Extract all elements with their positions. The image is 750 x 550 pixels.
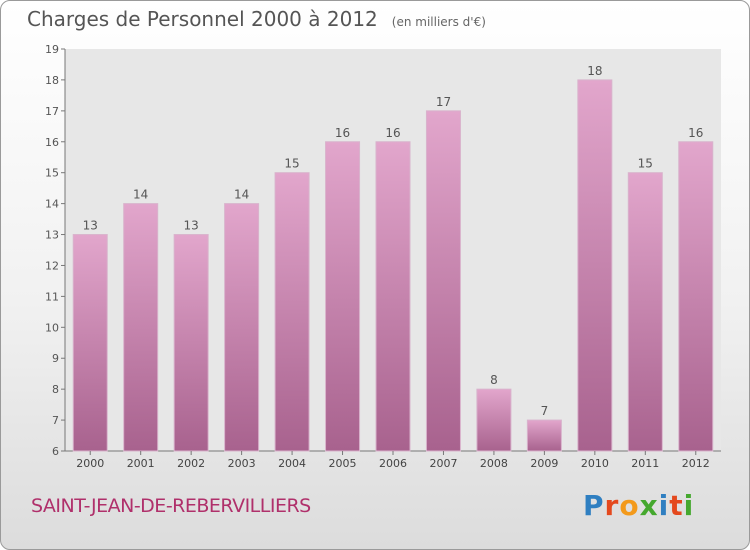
x-tick-label: 2006 [379, 457, 407, 470]
x-tick-label: 2001 [127, 457, 155, 470]
bar-2005 [325, 141, 361, 452]
x-tick-label: 2000 [76, 457, 104, 470]
x-tick-label: 2003 [228, 457, 256, 470]
x-tick-label: 2011 [631, 457, 659, 470]
bar-2000 [72, 234, 108, 452]
bar-value-label: 13 [83, 219, 98, 233]
chart-title: Charges de Personnel 2000 à 2012 (en mill… [27, 7, 486, 31]
y-tick-label: 11 [45, 290, 59, 303]
bar-value-label: 18 [587, 64, 602, 78]
y-tick-label: 13 [45, 229, 59, 242]
y-tick-label: 17 [45, 105, 59, 118]
bar-value-label: 15 [638, 157, 653, 171]
logo-letter: x [639, 489, 659, 522]
x-tick-label: 2004 [278, 457, 306, 470]
y-tick-label: 15 [45, 167, 59, 180]
bar-2010 [577, 79, 613, 452]
proxiti-logo: Proxiti [583, 489, 694, 522]
x-tick-label: 2002 [177, 457, 205, 470]
y-tick-label: 18 [45, 74, 59, 87]
bar-2001 [123, 203, 159, 452]
bar-value-label: 17 [436, 95, 451, 109]
y-tick-label: 10 [45, 321, 59, 334]
title-text: Charges de Personnel 2000 à 2012 [27, 7, 378, 31]
y-tick-label: 14 [45, 198, 59, 211]
bar-2008 [476, 388, 512, 452]
bar-2003 [224, 203, 260, 452]
logo-letter: P [583, 489, 605, 522]
x-tick-label: 2009 [530, 457, 558, 470]
x-tick-label: 2010 [581, 457, 609, 470]
bar-2002 [173, 234, 209, 452]
bar-value-label: 14 [234, 188, 249, 202]
logo-letter: i [658, 489, 670, 522]
logo-letter: i [683, 489, 695, 522]
y-tick-label: 9 [52, 352, 59, 365]
y-tick-label: 12 [45, 259, 59, 272]
bar-2006 [375, 141, 411, 452]
bar-value-label: 16 [335, 126, 350, 140]
logo-letter: o [619, 489, 640, 522]
y-tick-label: 16 [45, 136, 59, 149]
city-name: SAINT-JEAN-DE-REBERVILLIERS [31, 495, 311, 517]
bar-2009 [526, 419, 562, 452]
bar-value-label: 15 [284, 157, 299, 171]
bar-value-label: 16 [385, 126, 400, 140]
bar-value-label: 16 [688, 126, 703, 140]
bar-2004 [274, 172, 310, 452]
y-tick-label: 8 [52, 383, 59, 396]
bar-2012 [678, 141, 714, 452]
bar-value-label: 7 [541, 404, 549, 418]
bar-2007 [425, 110, 461, 452]
title-unit: (en milliers d'€) [391, 15, 486, 29]
x-tick-label: 2007 [429, 457, 457, 470]
bar-value-label: 14 [133, 188, 148, 202]
y-tick-label: 7 [52, 414, 59, 427]
bar-value-label: 8 [490, 373, 498, 387]
bar-2011 [627, 172, 663, 452]
y-tick-label: 6 [52, 445, 59, 458]
x-tick-label: 2012 [682, 457, 710, 470]
logo-letter: r [604, 489, 620, 522]
logo-letter: t [669, 489, 684, 522]
x-tick-label: 2008 [480, 457, 508, 470]
x-tick-label: 2005 [329, 457, 357, 470]
bar-value-label: 13 [184, 219, 199, 233]
y-tick-label: 19 [45, 43, 59, 56]
